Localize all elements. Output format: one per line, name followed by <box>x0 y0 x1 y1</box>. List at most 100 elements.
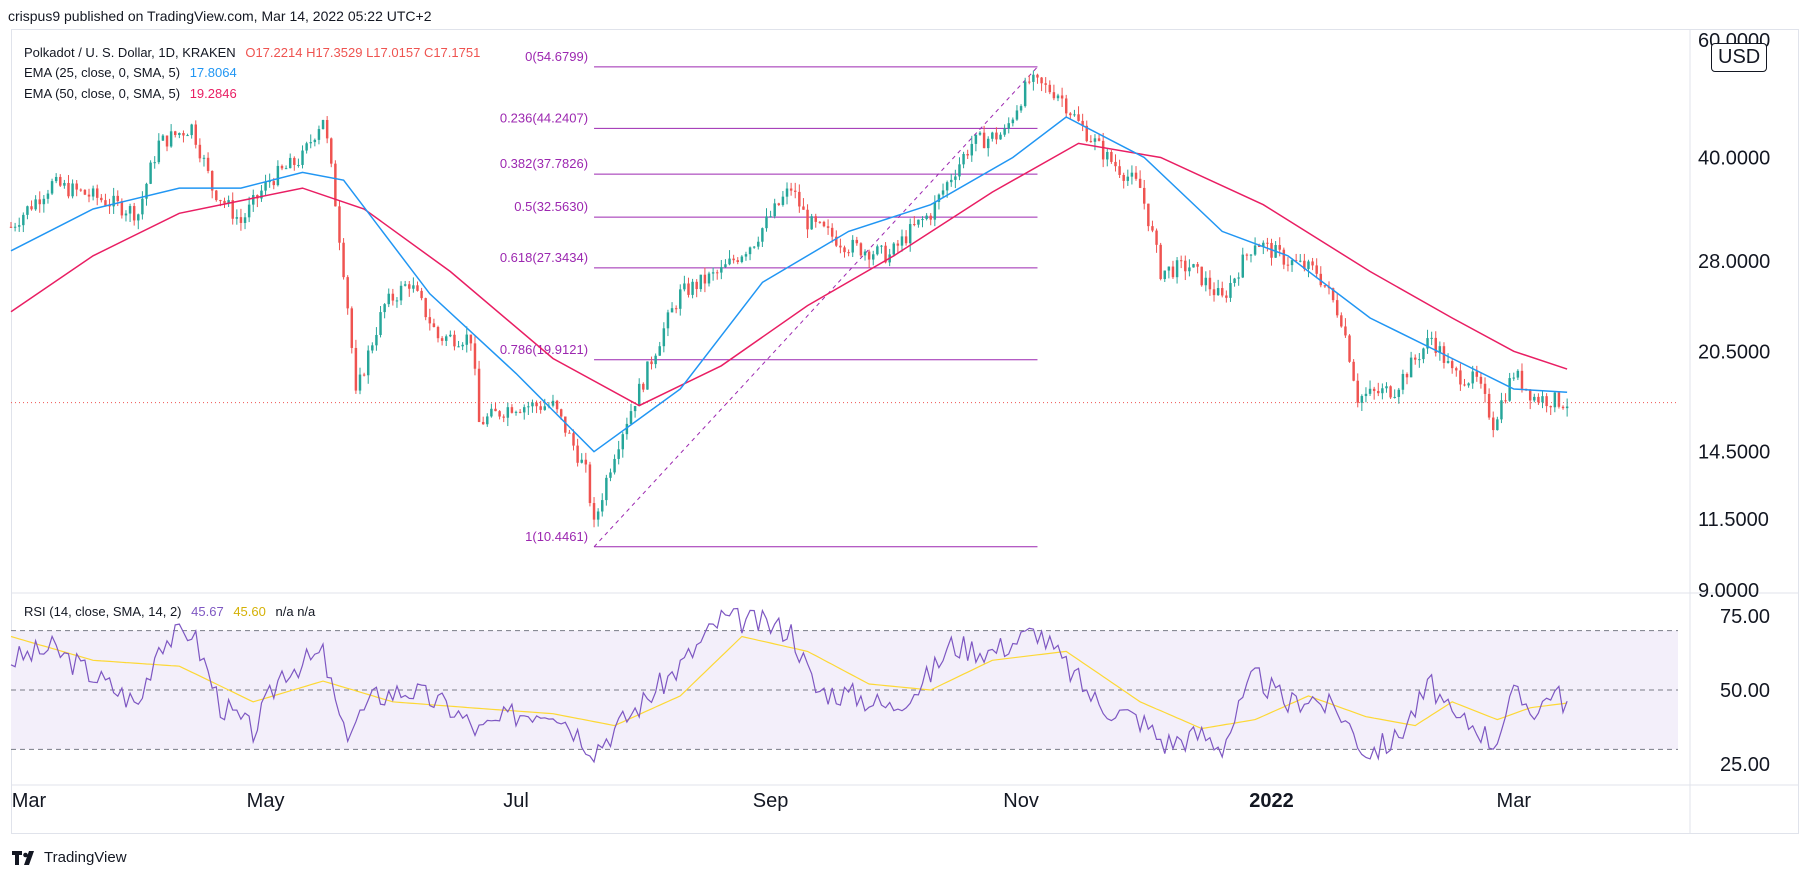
candle[interactable] <box>728 250 731 266</box>
candle[interactable] <box>1528 389 1532 410</box>
candle[interactable] <box>231 192 234 225</box>
candle[interactable] <box>22 212 25 233</box>
candle[interactable] <box>917 219 920 228</box>
candle[interactable] <box>1405 372 1409 385</box>
candle[interactable] <box>1274 241 1277 258</box>
candle[interactable] <box>691 278 694 299</box>
candle[interactable] <box>1179 255 1183 269</box>
candle[interactable] <box>190 123 193 139</box>
candle[interactable] <box>112 187 115 214</box>
candle[interactable] <box>847 249 850 257</box>
candle[interactable] <box>1106 148 1109 167</box>
candle[interactable] <box>1475 365 1479 382</box>
candle[interactable] <box>950 173 953 187</box>
candle[interactable] <box>1040 77 1043 92</box>
candle[interactable] <box>777 202 781 207</box>
candle[interactable] <box>995 127 998 145</box>
candle[interactable] <box>830 223 834 243</box>
candle[interactable] <box>1430 331 1433 346</box>
candle[interactable] <box>1418 353 1421 368</box>
candle[interactable] <box>141 191 144 220</box>
candle[interactable] <box>1184 255 1187 281</box>
candle[interactable] <box>1171 260 1175 280</box>
candle[interactable] <box>137 213 140 230</box>
candle[interactable] <box>1048 80 1052 95</box>
candle[interactable] <box>1335 292 1339 318</box>
candle[interactable] <box>362 372 366 377</box>
candle[interactable] <box>412 277 415 293</box>
candle[interactable] <box>395 297 399 308</box>
candle[interactable] <box>67 175 70 199</box>
candle[interactable] <box>174 130 177 138</box>
candle[interactable] <box>1422 347 1425 364</box>
candle[interactable] <box>288 153 292 169</box>
candle[interactable] <box>798 184 801 213</box>
candle[interactable] <box>1069 112 1072 120</box>
candle[interactable] <box>502 414 505 423</box>
candle[interactable] <box>555 399 559 414</box>
candle[interactable] <box>1266 237 1269 252</box>
candle[interactable] <box>1011 117 1015 127</box>
candle[interactable] <box>982 125 986 149</box>
candle[interactable] <box>752 246 756 249</box>
candle[interactable] <box>851 235 854 258</box>
candle[interactable] <box>576 438 579 467</box>
rsi-legend[interactable]: RSI (14, close, SMA, 14, 2) 45.67 45.60 … <box>24 604 315 619</box>
candle[interactable] <box>863 249 867 261</box>
candle[interactable] <box>408 281 411 297</box>
ema50-line[interactable] <box>10 142 1568 407</box>
candle[interactable] <box>46 189 50 204</box>
candle[interactable] <box>580 453 583 464</box>
candle[interactable] <box>494 402 497 412</box>
candle[interactable] <box>169 124 173 148</box>
candle[interactable] <box>970 135 974 162</box>
candle[interactable] <box>1159 242 1162 281</box>
candle[interactable] <box>826 219 830 235</box>
ema25-line[interactable] <box>10 116 1568 453</box>
candle[interactable] <box>1044 77 1047 93</box>
candle[interactable] <box>695 279 698 298</box>
candle[interactable] <box>732 254 735 264</box>
candle[interactable] <box>235 209 239 225</box>
candle[interactable] <box>330 137 333 168</box>
candle[interactable] <box>293 156 296 171</box>
candle[interactable] <box>280 164 284 171</box>
candle[interactable] <box>880 244 883 254</box>
candle[interactable] <box>1467 382 1470 388</box>
candle[interactable] <box>543 398 547 411</box>
candle[interactable] <box>1155 228 1158 253</box>
candle[interactable] <box>100 194 103 203</box>
candle[interactable] <box>1413 354 1417 365</box>
candle[interactable] <box>588 461 592 507</box>
symbol-label[interactable]: Polkadot / U. S. Dollar, 1D, KRAKEN <box>24 45 236 60</box>
candle[interactable] <box>736 257 739 265</box>
candle[interactable] <box>305 141 308 154</box>
candle[interactable] <box>1015 105 1019 121</box>
candle[interactable] <box>54 173 58 184</box>
candle[interactable] <box>354 339 358 394</box>
candle[interactable] <box>182 130 185 143</box>
candle[interactable] <box>646 361 649 390</box>
candle[interactable] <box>724 259 727 268</box>
candle[interactable] <box>621 432 625 458</box>
candle[interactable] <box>26 205 29 220</box>
ema50-legend[interactable]: EMA (50, close, 0, SMA, 5) 19.2846 <box>24 86 237 101</box>
candle[interactable] <box>1397 387 1401 404</box>
candle[interactable] <box>1221 281 1224 298</box>
candle[interactable] <box>1557 392 1561 409</box>
candle[interactable] <box>387 288 390 308</box>
candle[interactable] <box>1561 405 1565 410</box>
candle[interactable] <box>720 260 723 280</box>
candle[interactable] <box>379 305 382 338</box>
candle[interactable] <box>1553 391 1557 413</box>
candle[interactable] <box>42 194 46 213</box>
candle[interactable] <box>855 236 859 246</box>
candle[interactable] <box>1126 169 1130 186</box>
candle[interactable] <box>1077 106 1080 122</box>
candle[interactable] <box>1118 159 1121 179</box>
candle[interactable] <box>986 136 990 157</box>
candle[interactable] <box>108 198 111 214</box>
candle[interactable] <box>822 220 826 228</box>
candle[interactable] <box>202 154 206 167</box>
candle[interactable] <box>937 193 941 210</box>
